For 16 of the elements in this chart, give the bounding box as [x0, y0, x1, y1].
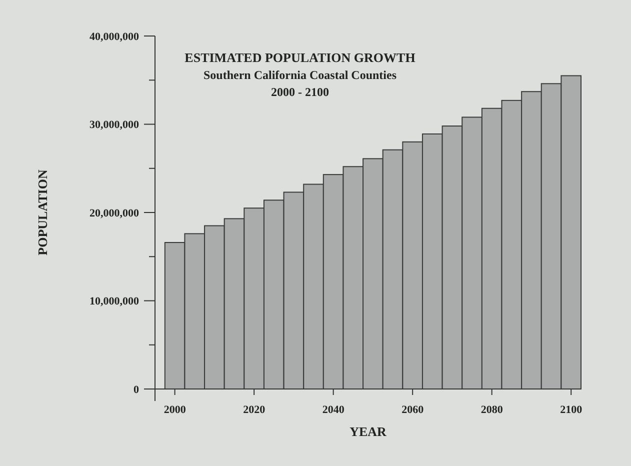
x-tick-label: 2040 — [322, 404, 345, 416]
text: ESTIMATED POPULATION GROWTH — [184, 50, 416, 65]
x-axis-title: YEAR — [350, 424, 388, 439]
text: Southern California Coastal Counties — [203, 68, 397, 82]
y-tick-label: 40,000,000 — [90, 30, 140, 43]
y-tick-label: 10,000,000 — [90, 296, 140, 308]
x-tick-label: 2080 — [480, 404, 504, 416]
annotation: 2000 - 2100 — [271, 85, 329, 99]
x-tick-label: 2020 — [243, 404, 266, 416]
y-axis-title: POPULATION — [35, 169, 50, 256]
y-tick-label: 30,000,000 — [90, 119, 140, 132]
y-tick-label: 0 — [134, 384, 140, 396]
y-tick-label: 20,000,000 — [90, 207, 140, 220]
x-tick-label: 2000 — [164, 404, 186, 416]
x-tick-label: 2100 — [560, 404, 583, 416]
x-tick-label: 2060 — [402, 404, 424, 416]
